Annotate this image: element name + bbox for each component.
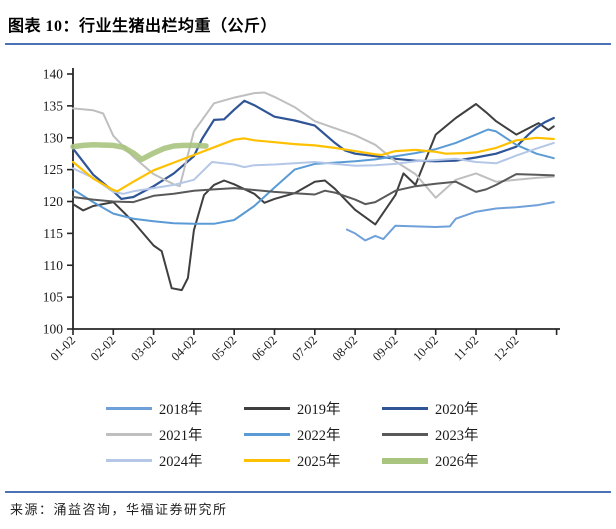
legend-item-2021: 2021年 <box>106 424 234 445</box>
legend-label-2025: 2025年 <box>297 454 341 470</box>
legend-item-2020: 2020年 <box>382 398 510 419</box>
legend-row: 2018年 2019年 2020年 <box>106 398 510 419</box>
svg-text:140: 140 <box>43 67 64 82</box>
chart-legend: 2018年 2019年 2020年 2021年 2022年 2023年 2024年 2025年… <box>0 398 616 471</box>
legend-swatch-2022 <box>244 433 290 436</box>
legend-item-2018: 2018年 <box>106 398 234 419</box>
legend-swatch-2023 <box>382 433 428 436</box>
legend-swatch-2020 <box>382 407 428 410</box>
chart-title: 图表 10：行业生猪出栏均重（公斤） <box>8 18 278 35</box>
svg-text:115: 115 <box>43 226 63 241</box>
svg-text:110: 110 <box>43 258 63 273</box>
svg-text:02-02: 02-02 <box>88 333 119 364</box>
svg-text:10-02: 10-02 <box>410 333 441 364</box>
series-line-2021 <box>72 91 555 199</box>
title-divider <box>5 43 611 45</box>
svg-text:07-02: 07-02 <box>289 333 320 364</box>
series-line-2023 <box>72 173 555 206</box>
legend-item-2023: 2023年 <box>382 424 510 445</box>
svg-text:120: 120 <box>43 194 64 209</box>
legend-item-2019: 2019年 <box>244 398 372 419</box>
legend-label-2024: 2024年 <box>159 454 203 470</box>
svg-text:06-02: 06-02 <box>249 333 280 364</box>
legend-swatch-2021 <box>106 433 152 436</box>
source-text: 来源：涌益咨询，华福证券研究所 <box>10 502 228 517</box>
legend-label-2023: 2023年 <box>435 428 479 444</box>
series-line-2018 <box>346 201 555 242</box>
svg-text:01-02: 01-02 <box>48 333 79 364</box>
y-axis: 100 105 110 115 120 125 130 135 140 <box>43 67 73 337</box>
svg-text:125: 125 <box>43 162 64 177</box>
chart-area: 100 105 110 115 120 125 130 135 140 01-02 02-02 03-… <box>0 50 616 395</box>
chart-svg: 100 105 110 115 120 125 130 135 140 01-02 02-02 03-… <box>43 67 560 364</box>
legend-label-2021: 2021年 <box>159 428 203 444</box>
legend-label-2018: 2018年 <box>159 402 203 418</box>
series-line-2025 <box>71 136 555 193</box>
legend-item-2024: 2024年 <box>106 450 234 471</box>
x-axis: 01-02 02-02 03-02 04-02 05-02 06-02 07-02 08-02… <box>48 329 558 364</box>
svg-text:12-02: 12-02 <box>491 333 522 364</box>
svg-text:08-02: 08-02 <box>330 333 361 364</box>
series-line-2019 <box>72 103 555 292</box>
svg-text:11-02: 11-02 <box>451 333 481 363</box>
svg-text:09-02: 09-02 <box>370 333 401 364</box>
legend-item-2025: 2025年 <box>244 450 372 471</box>
svg-text:105: 105 <box>43 290 64 305</box>
legend-swatch-2024 <box>106 459 152 462</box>
svg-text:130: 130 <box>43 130 64 145</box>
series-line-2020 <box>71 99 555 200</box>
legend-swatch-2025 <box>244 459 290 462</box>
legend-label-2020: 2020年 <box>435 402 479 418</box>
legend-row: 2021年 2022年 2023年 <box>106 424 510 445</box>
source-divider <box>5 491 611 493</box>
legend-row: 2024年 2025年 2026年 <box>106 450 510 471</box>
legend-swatch-2019 <box>244 407 290 410</box>
svg-text:03-02: 03-02 <box>128 333 159 364</box>
svg-text:05-02: 05-02 <box>209 333 240 364</box>
legend-label-2019: 2019年 <box>297 402 341 418</box>
series-line-2024 <box>72 141 555 195</box>
legend-swatch-2018 <box>106 407 152 410</box>
legend-label-2022: 2022年 <box>297 428 341 444</box>
svg-text:04-02: 04-02 <box>168 333 199 364</box>
legend-item-2026: 2026年 <box>382 450 510 471</box>
legend-label-2026: 2026年 <box>435 454 479 470</box>
svg-text:100: 100 <box>43 322 64 337</box>
legend-item-2022: 2022年 <box>244 424 372 445</box>
svg-text:135: 135 <box>43 98 64 113</box>
legend-swatch-2026 <box>382 457 428 464</box>
series-line-2026 <box>70 142 209 163</box>
